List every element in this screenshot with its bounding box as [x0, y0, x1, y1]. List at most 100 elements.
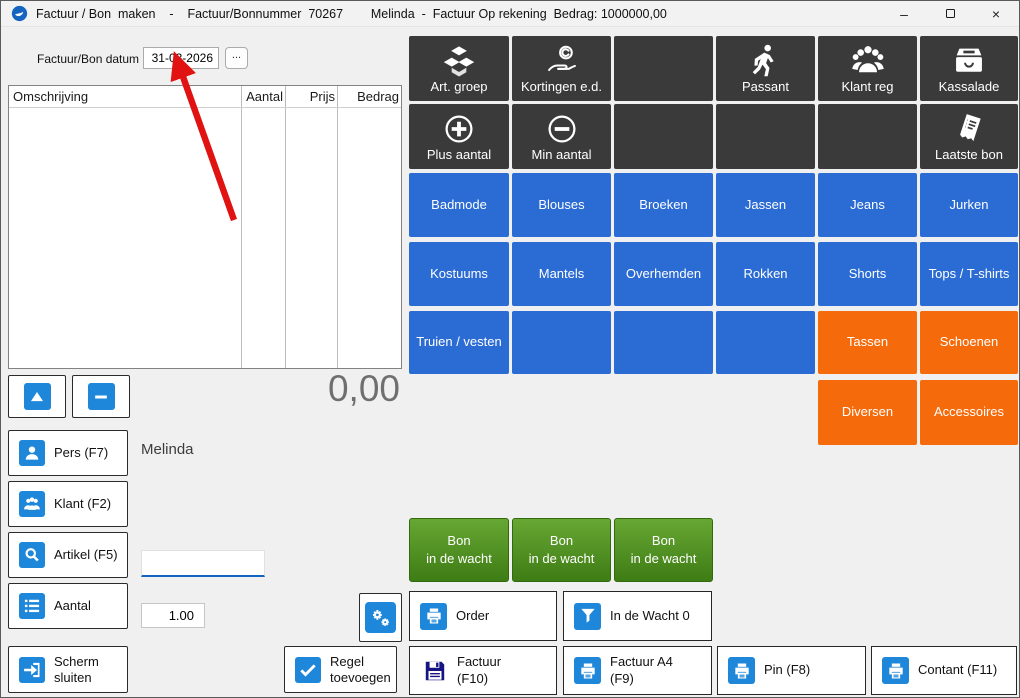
plus-quantity-button[interactable]: Plus aantal: [409, 104, 509, 169]
cell-label: Min aantal: [531, 146, 592, 162]
cash-drawer-button[interactable]: Kassalade: [920, 36, 1018, 101]
empty-blue-slot: [512, 311, 611, 374]
add-line-button-label: Regel toevoegen: [330, 653, 391, 685]
column-header-aantal[interactable]: Aantal: [246, 89, 283, 104]
last-receipt-button[interactable]: Laatste bon: [920, 104, 1018, 169]
cell-label: Plus aantal: [426, 146, 492, 162]
people-group-icon: [850, 43, 886, 79]
hold-receipt-3[interactable]: Bon in de wacht: [614, 518, 713, 582]
cell-label: Kassalade: [938, 78, 1000, 94]
min-quantity-button[interactable]: Min aantal: [512, 104, 611, 169]
category-jassen[interactable]: Jassen: [716, 173, 815, 237]
date-browse-button[interactable]: ...: [225, 47, 248, 69]
column-header-bedrag[interactable]: Bedrag: [357, 89, 399, 104]
category-diversen[interactable]: Diversen: [818, 380, 917, 445]
minus-icon: [87, 383, 115, 410]
category-schoenen[interactable]: Schoenen: [920, 311, 1018, 374]
app-logo-icon: [11, 5, 28, 22]
category-truien-vesten[interactable]: Truien / vesten: [409, 311, 509, 374]
invoice-date-input[interactable]: [143, 47, 219, 69]
category-jeans[interactable]: Jeans: [818, 173, 917, 237]
window-controls: – ×: [881, 1, 1019, 26]
category-jurken[interactable]: Jurken: [920, 173, 1018, 237]
article-search-input[interactable]: [141, 550, 265, 577]
category-tops-tshirts[interactable]: Tops / T-shirts: [920, 242, 1018, 306]
empty-dark-slot: [614, 104, 713, 169]
category-blouses[interactable]: Blouses: [512, 173, 611, 237]
printer-icon: [882, 657, 909, 684]
invoice-a4-button[interactable]: Factuur A4 (F9): [563, 646, 712, 695]
title-bar: Factuur / Bon maken - Factuur/Bonnummer …: [1, 1, 1019, 27]
invoice-lines-table: Omschrijving Aantal Prijs Bedrag: [8, 85, 402, 369]
person-button[interactable]: Pers (F7): [8, 430, 128, 476]
operator-name: Melinda: [141, 441, 194, 458]
people-icon: [19, 491, 45, 517]
quantity-input[interactable]: [141, 603, 205, 628]
empty-dark-slot: [716, 104, 815, 169]
category-accessoires[interactable]: Accessoires: [920, 380, 1018, 445]
cash-button[interactable]: Contant (F11): [871, 646, 1017, 695]
maximize-button[interactable]: [927, 1, 973, 26]
add-line-button[interactable]: Regel toevoegen: [284, 646, 397, 693]
column-header-omschrijving[interactable]: Omschrijving: [13, 89, 89, 104]
customer-button-label: Klant (F2): [54, 496, 112, 512]
category-overhemden[interactable]: Overhemden: [614, 242, 713, 306]
close-screen-button[interactable]: Scherm sluiten: [8, 646, 128, 693]
category-kostuums[interactable]: Kostuums: [409, 242, 509, 306]
discounts-button[interactable]: Kortingen e.d.: [512, 36, 611, 101]
category-mantels[interactable]: Mantels: [512, 242, 611, 306]
close-button[interactable]: ×: [973, 1, 1019, 26]
empty-blue-slot: [614, 311, 713, 374]
minimize-button[interactable]: –: [881, 1, 927, 26]
search-icon: [19, 542, 45, 568]
move-line-up-button[interactable]: [8, 375, 66, 418]
column-header-prijs[interactable]: Prijs: [309, 89, 335, 104]
invoice-panel: Factuur/Bon datum ... Omschrijving Aanta…: [1, 27, 406, 697]
in-wait-button-label: In de Wacht 0: [610, 607, 690, 623]
order-button[interactable]: Order: [409, 591, 557, 641]
cell-label: Tops / T-shirts: [928, 265, 1010, 281]
quantity-button[interactable]: Aantal: [8, 583, 128, 629]
settings-button[interactable]: [359, 593, 402, 642]
pin-button[interactable]: Pin (F8): [717, 646, 866, 695]
remove-line-button[interactable]: [72, 375, 130, 418]
table-column-divider: [285, 86, 286, 368]
in-wait-button[interactable]: In de Wacht 0: [563, 591, 712, 641]
cash-button-label: Contant (F11): [918, 662, 998, 678]
cell-label: Jeans: [850, 196, 885, 212]
cell-label: Laatste bon: [935, 146, 1003, 162]
action-grid: Order In de Wacht 0 Factuur (F10) Factuu…: [406, 27, 1019, 697]
order-button-label: Order: [456, 607, 490, 623]
cell-label: Kortingen e.d.: [521, 78, 602, 94]
category-tassen[interactable]: Tassen: [818, 311, 917, 374]
category-shorts[interactable]: Shorts: [818, 242, 917, 306]
cell-label: Jurken: [949, 196, 989, 212]
cell-label: Overhemden: [625, 265, 702, 281]
table-column-divider: [241, 86, 242, 368]
cell-label: Tassen: [846, 334, 889, 350]
cell-label: Badmode: [431, 196, 487, 212]
category-rokken[interactable]: Rokken: [716, 242, 815, 306]
article-button[interactable]: Artikel (F5): [8, 532, 128, 578]
walking-person-icon: [748, 43, 784, 79]
customer-button[interactable]: Klant (F2): [8, 481, 128, 527]
minimize-icon: –: [900, 5, 908, 22]
funnel-icon: [574, 602, 601, 630]
empty-dark-slot: [818, 104, 917, 169]
cell-label: Art. groep: [430, 78, 488, 94]
quantity-button-label: Aantal: [54, 598, 91, 614]
category-broeken[interactable]: Broeken: [614, 173, 713, 237]
invoice-button[interactable]: Factuur (F10): [409, 646, 557, 695]
cell-label: Diversen: [841, 404, 894, 420]
cell-label: Accessoires: [933, 404, 1005, 420]
passerby-button[interactable]: Passant: [716, 36, 815, 101]
table-header-divider: [9, 107, 401, 108]
hold-receipt-1[interactable]: Bon in de wacht: [409, 518, 509, 582]
hold-receipt-2[interactable]: Bon in de wacht: [512, 518, 611, 582]
customer-register-button[interactable]: Klant reg: [818, 36, 917, 101]
category-badmode[interactable]: Badmode: [409, 173, 509, 237]
cubes-icon: [441, 43, 477, 79]
hand-coin-icon: [544, 43, 580, 79]
article-group-button[interactable]: Art. groep: [409, 36, 509, 101]
